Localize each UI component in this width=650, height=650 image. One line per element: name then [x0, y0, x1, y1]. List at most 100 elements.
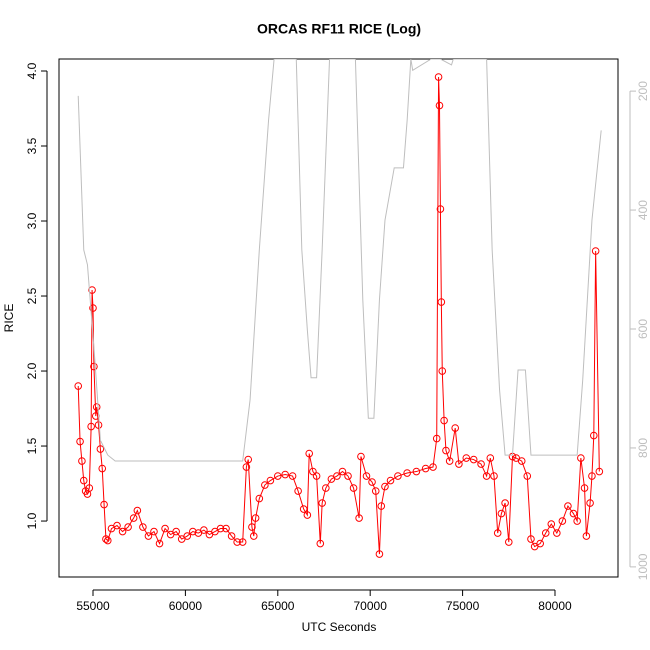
data-point — [355, 514, 363, 522]
data-point — [238, 538, 247, 546]
data-point — [251, 514, 260, 522]
data-point — [273, 472, 282, 480]
y2-tick-label: 200 — [636, 81, 650, 101]
data-point — [266, 476, 275, 485]
data-point — [569, 509, 578, 518]
y2-tick-label: 400 — [636, 200, 650, 220]
data-point — [299, 505, 308, 513]
data-point — [88, 286, 96, 294]
data-point — [222, 524, 230, 533]
data-point — [312, 472, 321, 480]
data-point — [92, 403, 101, 411]
data-point — [216, 524, 225, 533]
data-point — [96, 445, 105, 453]
data-point — [381, 482, 389, 491]
data-point — [394, 472, 402, 480]
data-point — [429, 463, 437, 471]
x-tick-label: 70000 — [354, 599, 388, 613]
data-point — [249, 532, 258, 540]
data-point — [368, 478, 376, 486]
data-point — [294, 487, 302, 495]
data-point — [553, 529, 561, 537]
data-point — [445, 457, 454, 465]
y-tick-label: 1.0 — [25, 512, 39, 529]
data-point — [573, 517, 581, 525]
data-point — [536, 539, 545, 548]
data-point — [591, 247, 600, 255]
data-point — [322, 484, 330, 492]
data-point — [242, 463, 251, 471]
data-point — [442, 446, 450, 455]
data-point — [144, 532, 153, 540]
data-point — [87, 422, 95, 431]
data-point — [183, 532, 192, 540]
data-point — [76, 437, 84, 446]
y-tick-label: 3.0 — [25, 212, 39, 229]
data-point — [434, 73, 443, 81]
data-point — [155, 539, 164, 548]
plot-area — [74, 59, 604, 558]
data-point — [432, 434, 441, 443]
data-point — [333, 472, 341, 480]
series-line — [77, 76, 600, 555]
data-point — [316, 539, 325, 548]
y-tick-label: 2.5 — [25, 287, 39, 304]
data-point — [558, 517, 567, 525]
x-tick-label: 75000 — [446, 599, 480, 613]
data-point — [580, 484, 589, 492]
data-point — [435, 101, 444, 110]
data-point — [437, 298, 446, 306]
data-point — [469, 455, 478, 464]
y-tick-label: 2.0 — [25, 362, 39, 379]
data-point — [305, 449, 314, 458]
data-point — [455, 460, 463, 468]
data-point — [113, 521, 121, 530]
data-point — [403, 469, 411, 477]
data-point — [493, 529, 502, 537]
data-point — [227, 532, 236, 540]
data-point — [541, 529, 550, 537]
data-point — [261, 481, 269, 489]
data-point — [248, 523, 256, 531]
data-point — [139, 523, 147, 531]
data-point — [375, 550, 384, 558]
data-point — [547, 520, 556, 528]
data-point — [486, 454, 495, 462]
data-point — [103, 536, 112, 545]
data-point — [129, 514, 138, 522]
data-point — [344, 472, 352, 480]
data-point — [482, 472, 491, 480]
data-point — [577, 454, 585, 462]
y-axis-label: RICE — [2, 304, 16, 333]
data-point — [200, 526, 208, 534]
data-point — [462, 454, 471, 462]
data-point — [98, 464, 107, 473]
data-point — [150, 527, 158, 536]
data-point — [318, 499, 326, 507]
data-point — [377, 502, 386, 510]
data-point — [421, 464, 430, 473]
data-point — [497, 509, 506, 518]
data-point — [244, 455, 253, 464]
data-point — [133, 506, 142, 515]
data-point — [188, 527, 197, 536]
data-point — [89, 304, 97, 312]
data-point — [501, 499, 509, 507]
data-point — [124, 523, 132, 531]
y-tick-label: 4.0 — [25, 62, 39, 79]
data-point — [386, 476, 395, 485]
data-point — [362, 472, 371, 480]
x-tick-label: 65000 — [261, 599, 295, 613]
data-point — [504, 538, 513, 546]
data-point — [588, 472, 596, 480]
data-point — [118, 527, 127, 536]
x-tick-label: 55000 — [76, 599, 110, 613]
data-point — [438, 367, 447, 375]
data-point — [94, 421, 103, 429]
data-point — [586, 499, 594, 507]
data-point — [523, 472, 532, 480]
x-tick-label: 60000 — [169, 599, 203, 613]
data-point — [440, 416, 448, 425]
y2-tick-label: 600 — [636, 319, 650, 339]
